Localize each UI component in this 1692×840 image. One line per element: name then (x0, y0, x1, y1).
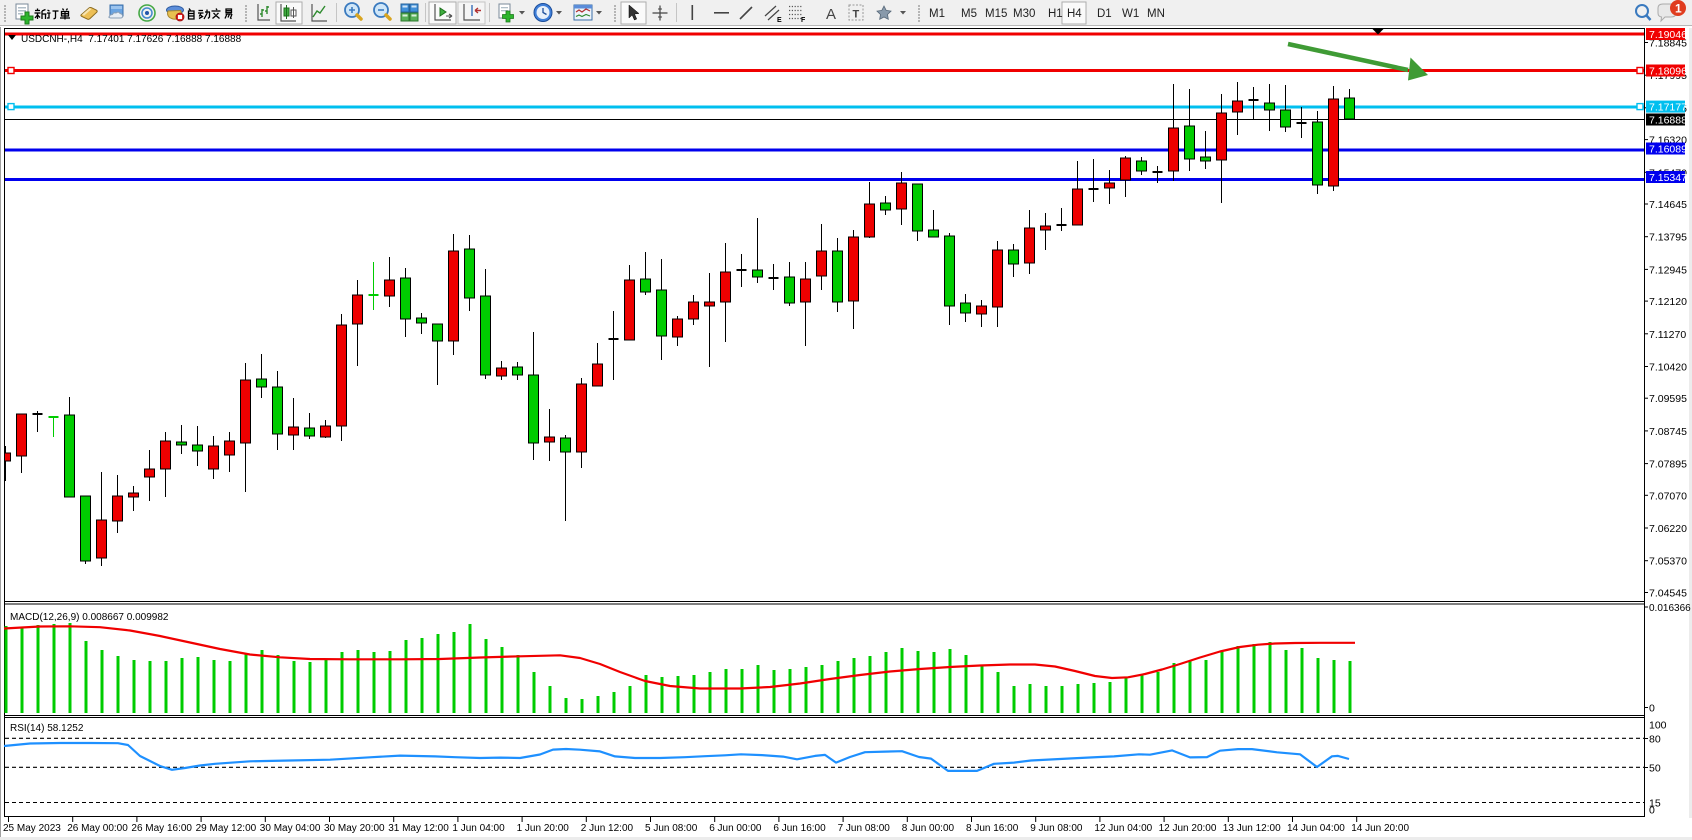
svg-text:80: 80 (1649, 733, 1661, 745)
svg-text:7.07895: 7.07895 (1649, 459, 1687, 471)
svg-text:7.11270: 7.11270 (1649, 329, 1686, 341)
svg-text:0.016366: 0.016366 (1649, 603, 1691, 614)
svg-text:14 Jun 20:00: 14 Jun 20:00 (1351, 823, 1409, 834)
svg-text:12 Jun 04:00: 12 Jun 04:00 (1094, 823, 1152, 834)
svg-text:25 May 2023: 25 May 2023 (3, 823, 61, 834)
svg-text:A: A (826, 6, 836, 23)
svg-text:12 Jun 20:00: 12 Jun 20:00 (1159, 823, 1217, 834)
svg-text:USDCNH-,H4 7.17401 7.17626 7.: USDCNH-,H4 7.17401 7.17626 7.16888 7.168… (21, 34, 242, 45)
svg-text:30 May 04:00: 30 May 04:00 (260, 823, 321, 834)
svg-text:MN: MN (1147, 8, 1165, 20)
svg-text:7.09595: 7.09595 (1649, 393, 1687, 405)
svg-text:26 May 00:00: 26 May 00:00 (67, 823, 128, 834)
svg-text:0: 0 (1649, 805, 1655, 817)
svg-text:F: F (801, 17, 806, 24)
svg-text:M15: M15 (985, 8, 1007, 20)
svg-text:7.18096: 7.18096 (1649, 66, 1687, 78)
svg-text:7.07070: 7.07070 (1649, 490, 1687, 502)
svg-text:T: T (853, 9, 860, 21)
svg-text:100: 100 (1649, 720, 1667, 732)
svg-text:1: 1 (1675, 2, 1682, 16)
svg-text:7.06220: 7.06220 (1649, 523, 1687, 535)
svg-text:H4: H4 (1067, 8, 1082, 20)
svg-text:2 Jun 12:00: 2 Jun 12:00 (581, 823, 634, 834)
svg-text:D1: D1 (1097, 8, 1112, 20)
svg-text:13 Jun 12:00: 13 Jun 12:00 (1223, 823, 1281, 834)
svg-text:7.12120: 7.12120 (1649, 296, 1687, 308)
svg-text:31 May 12:00: 31 May 12:00 (388, 823, 449, 834)
svg-text:E: E (777, 17, 782, 24)
svg-text:0: 0 (1649, 703, 1655, 715)
svg-text:RSI(14) 58.1252: RSI(14) 58.1252 (10, 723, 84, 734)
svg-text:6 Jun 00:00: 6 Jun 00:00 (709, 823, 762, 834)
svg-text:8 Jun 16:00: 8 Jun 16:00 (966, 823, 1019, 834)
svg-text:1 Jun 20:00: 1 Jun 20:00 (517, 823, 570, 834)
svg-text:26 May 16:00: 26 May 16:00 (131, 823, 192, 834)
svg-text:MACD(12,26,9) 0.008667 0.00998: MACD(12,26,9) 0.008667 0.009982 (10, 612, 169, 623)
svg-text:7.15347: 7.15347 (1649, 172, 1687, 184)
svg-text:15: 15 (1649, 798, 1661, 810)
svg-text:7.14645: 7.14645 (1649, 199, 1687, 211)
svg-text:7.10420: 7.10420 (1649, 362, 1687, 374)
svg-text:7.17177: 7.17177 (1649, 102, 1687, 114)
svg-text:7.18845: 7.18845 (1649, 38, 1687, 50)
svg-text:5 Jun 08:00: 5 Jun 08:00 (645, 823, 698, 834)
svg-text:7.12945: 7.12945 (1649, 264, 1687, 276)
svg-text:14 Jun 04:00: 14 Jun 04:00 (1287, 823, 1345, 834)
svg-text:7.13795: 7.13795 (1649, 232, 1687, 244)
svg-text:H1: H1 (1048, 8, 1063, 20)
svg-text:7.04545: 7.04545 (1649, 588, 1687, 600)
svg-text:29 May 12:00: 29 May 12:00 (196, 823, 257, 834)
svg-text:7.05370: 7.05370 (1649, 556, 1687, 568)
svg-text:M5: M5 (961, 8, 977, 20)
svg-text:7.08745: 7.08745 (1649, 426, 1687, 438)
svg-text:6 Jun 16:00: 6 Jun 16:00 (773, 823, 826, 834)
svg-text:7.16888: 7.16888 (1649, 115, 1687, 127)
svg-text:50: 50 (1649, 762, 1661, 774)
svg-text:M30: M30 (1013, 8, 1035, 20)
svg-text:7.16089: 7.16089 (1649, 144, 1687, 156)
svg-text:M1: M1 (929, 8, 945, 20)
svg-text:7.19046: 7.19046 (1649, 29, 1687, 41)
svg-text:W1: W1 (1122, 8, 1139, 20)
svg-text:30 May 20:00: 30 May 20:00 (324, 823, 385, 834)
svg-text:7 Jun 08:00: 7 Jun 08:00 (838, 823, 891, 834)
svg-text:8 Jun 00:00: 8 Jun 00:00 (902, 823, 955, 834)
svg-text:9 Jun 08:00: 9 Jun 08:00 (1030, 823, 1083, 834)
svg-text:1 Jun 04:00: 1 Jun 04:00 (452, 823, 505, 834)
